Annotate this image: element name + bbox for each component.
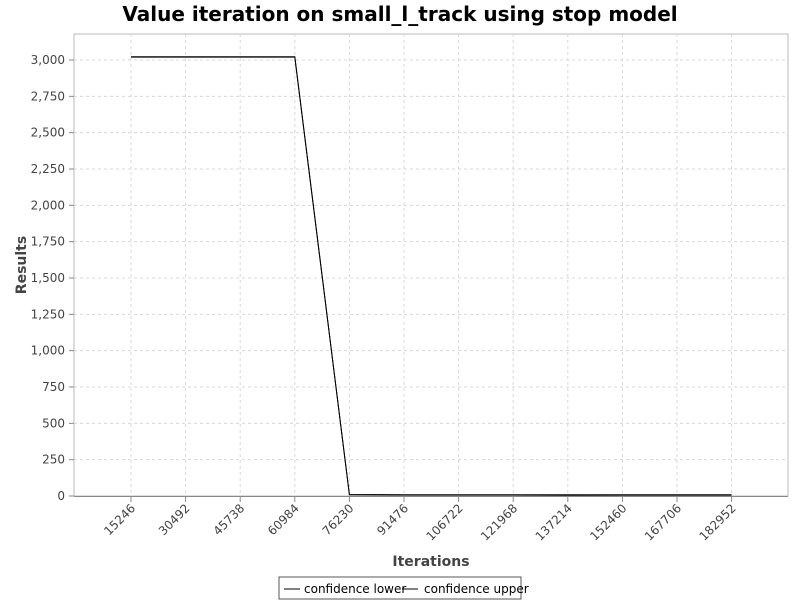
y-tick-label: 500	[42, 416, 65, 430]
x-tick-label: 167706	[642, 501, 684, 543]
y-tick-label: 750	[42, 380, 65, 394]
y-tick-label: 0	[57, 489, 65, 503]
legend: confidence lower confidence upper	[278, 576, 529, 600]
y-tick-label: 1,500	[31, 271, 65, 285]
x-tick-label: 121968	[478, 501, 520, 543]
y-tick-label: 3,000	[31, 53, 65, 67]
x-tick-label: 182952	[696, 501, 738, 543]
x-tick-label: 30492	[156, 501, 193, 538]
chart-title: Value iteration on small_l_track using s…	[122, 2, 677, 26]
x-tick-label: 91476	[374, 501, 411, 538]
x-tick-label: 76230	[320, 501, 357, 538]
y-tick-label: 2,750	[31, 89, 65, 103]
x-tick-label: 15246	[101, 501, 138, 538]
x-axis-label: Iterations	[392, 554, 469, 570]
x-tick-label: 152460	[587, 501, 629, 543]
legend-box	[278, 576, 522, 600]
x-tick-label: 60984	[265, 501, 302, 538]
y-tick-label: 2,500	[31, 126, 65, 140]
y-tick-label: 250	[42, 453, 65, 467]
x-tick-label: 106722	[423, 501, 465, 543]
series-line-confidence-upper	[131, 56, 732, 496]
y-tick-label: 2,000	[31, 198, 65, 212]
y-axis-label: Results	[14, 236, 30, 294]
legend-entry-confidence-upper: confidence upper	[424, 582, 529, 596]
y-tick-label: 1,000	[31, 344, 65, 358]
legend-entry-confidence-lower: confidence lower	[304, 582, 406, 596]
x-tick-label: 137214	[533, 501, 575, 543]
plot-area	[73, 33, 789, 497]
y-tick-label: 2,250	[31, 162, 65, 176]
y-tick-label: 1,750	[31, 235, 65, 249]
x-tick-label: 45738	[210, 501, 247, 538]
y-tick-label: 1,250	[31, 307, 65, 321]
